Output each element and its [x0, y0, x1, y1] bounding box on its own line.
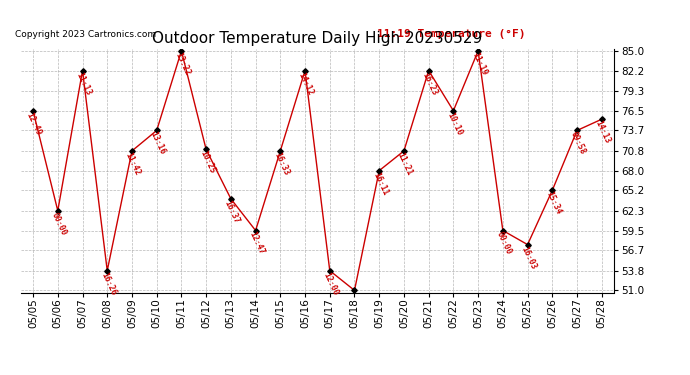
Text: 12:47: 12:47	[248, 231, 266, 256]
Text: 13:16: 13:16	[148, 130, 167, 156]
Text: 00:00: 00:00	[495, 231, 513, 256]
Text: 14:12: 14:12	[297, 70, 315, 96]
Text: 11:21: 11:21	[396, 151, 414, 177]
Text: 12:00: 12:00	[322, 271, 340, 297]
Title: Outdoor Temperature Daily High 20230529: Outdoor Temperature Daily High 20230529	[152, 31, 482, 46]
Text: 16:33: 16:33	[272, 151, 290, 177]
Text: Copyright 2023 Cartronics.com: Copyright 2023 Cartronics.com	[14, 30, 156, 39]
Text: 11:42: 11:42	[124, 151, 142, 177]
Text: 14:13: 14:13	[593, 119, 612, 145]
Text: 16:03: 16:03	[520, 244, 538, 270]
Text: 10:25: 10:25	[198, 150, 217, 176]
Text: 11:19 Temperature (°F): 11:19 Temperature (°F)	[377, 29, 525, 39]
Text: 00:00: 00:00	[50, 211, 68, 237]
Text: 09:58: 09:58	[569, 130, 587, 156]
Text: 11:19: 11:19	[470, 51, 489, 77]
Text: 16:37: 16:37	[223, 199, 241, 225]
Text: 13:22: 13:22	[173, 51, 192, 77]
Text: 16:26: 16:26	[99, 271, 117, 297]
Text: 11:13: 11:13	[75, 70, 93, 96]
Text: 16:23: 16:23	[420, 70, 439, 96]
Text: 15:34: 15:34	[544, 190, 562, 216]
Text: 10:10: 10:10	[445, 111, 464, 136]
Text: 12:49: 12:49	[25, 111, 43, 136]
Text: 16:11: 16:11	[371, 171, 390, 196]
